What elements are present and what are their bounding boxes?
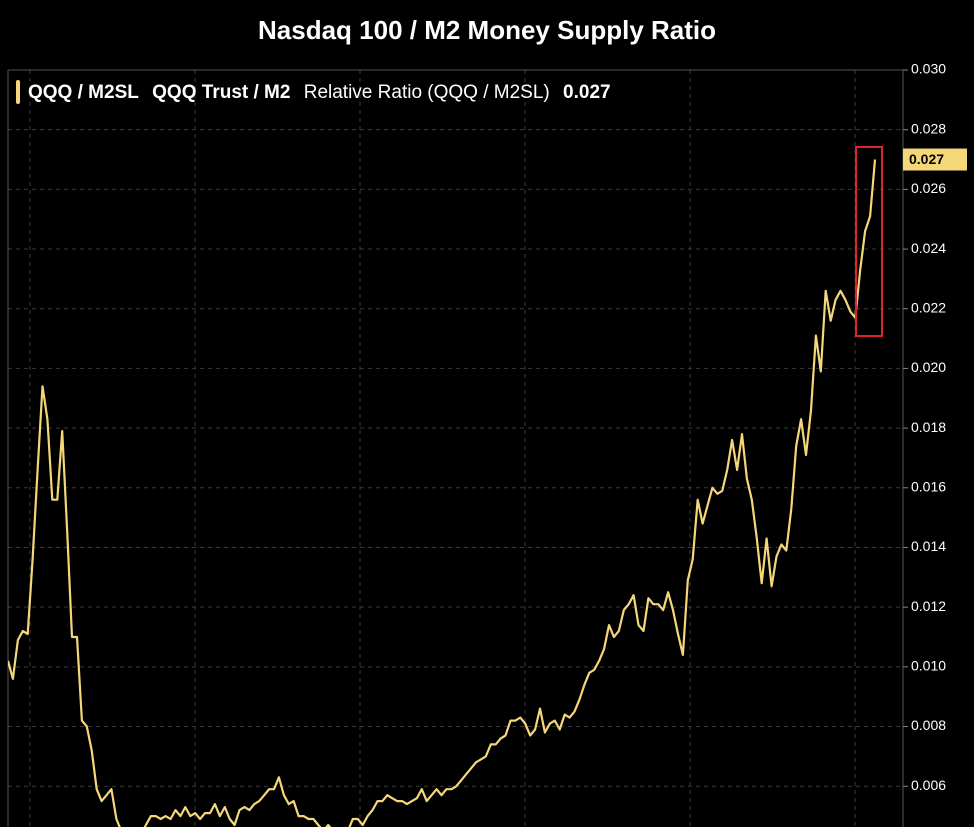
- legend-text: QQQ / M2SL QQQ Trust / M2 Relative Ratio…: [28, 82, 611, 103]
- horizontal-grid: [8, 129, 903, 787]
- y-tick-label: 0.024: [911, 240, 946, 256]
- series-layer: [8, 159, 877, 827]
- highlight-box: [855, 146, 883, 337]
- legend-subtitle: Relative Ratio (QQQ / M2SL): [304, 82, 550, 103]
- y-tick-label: 0.006: [911, 777, 946, 793]
- y-tick-label: 0.008: [911, 717, 946, 733]
- y-tick-label: 0.022: [911, 299, 946, 315]
- legend-value: 0.027: [563, 82, 611, 103]
- last-value-badge: [903, 148, 967, 171]
- y-tick-label: 0.028: [911, 120, 946, 136]
- series-line: [8, 159, 877, 827]
- last-value-label: 0.027: [909, 151, 944, 167]
- y-tick-label: 0.018: [911, 419, 946, 435]
- y-axis: 0.030 0.028 0.026 0.024 0.022 0.020 0.018 0.016…: [903, 61, 967, 793]
- y-tick-label: 0.010: [911, 658, 946, 674]
- y-tick-label: 0.012: [911, 598, 946, 614]
- chart-title: Nasdaq 100 / M2 Money Supply Ratio: [258, 15, 716, 45]
- legend-swatch: [16, 80, 20, 104]
- y-tick-label: 0.030: [911, 61, 946, 77]
- y-tick-label: 0.016: [911, 478, 946, 494]
- legend-description: QQQ Trust / M2: [152, 82, 290, 103]
- y-tick-label: 0.020: [911, 359, 946, 375]
- legend-series-name: QQQ / M2SL: [28, 82, 139, 103]
- y-tick-label: 0.026: [911, 180, 946, 196]
- vertical-grid: [29, 70, 856, 827]
- y-tick-label: 0.014: [911, 538, 946, 554]
- legend: QQQ / M2SL QQQ Trust / M2 Relative Ratio…: [16, 80, 611, 104]
